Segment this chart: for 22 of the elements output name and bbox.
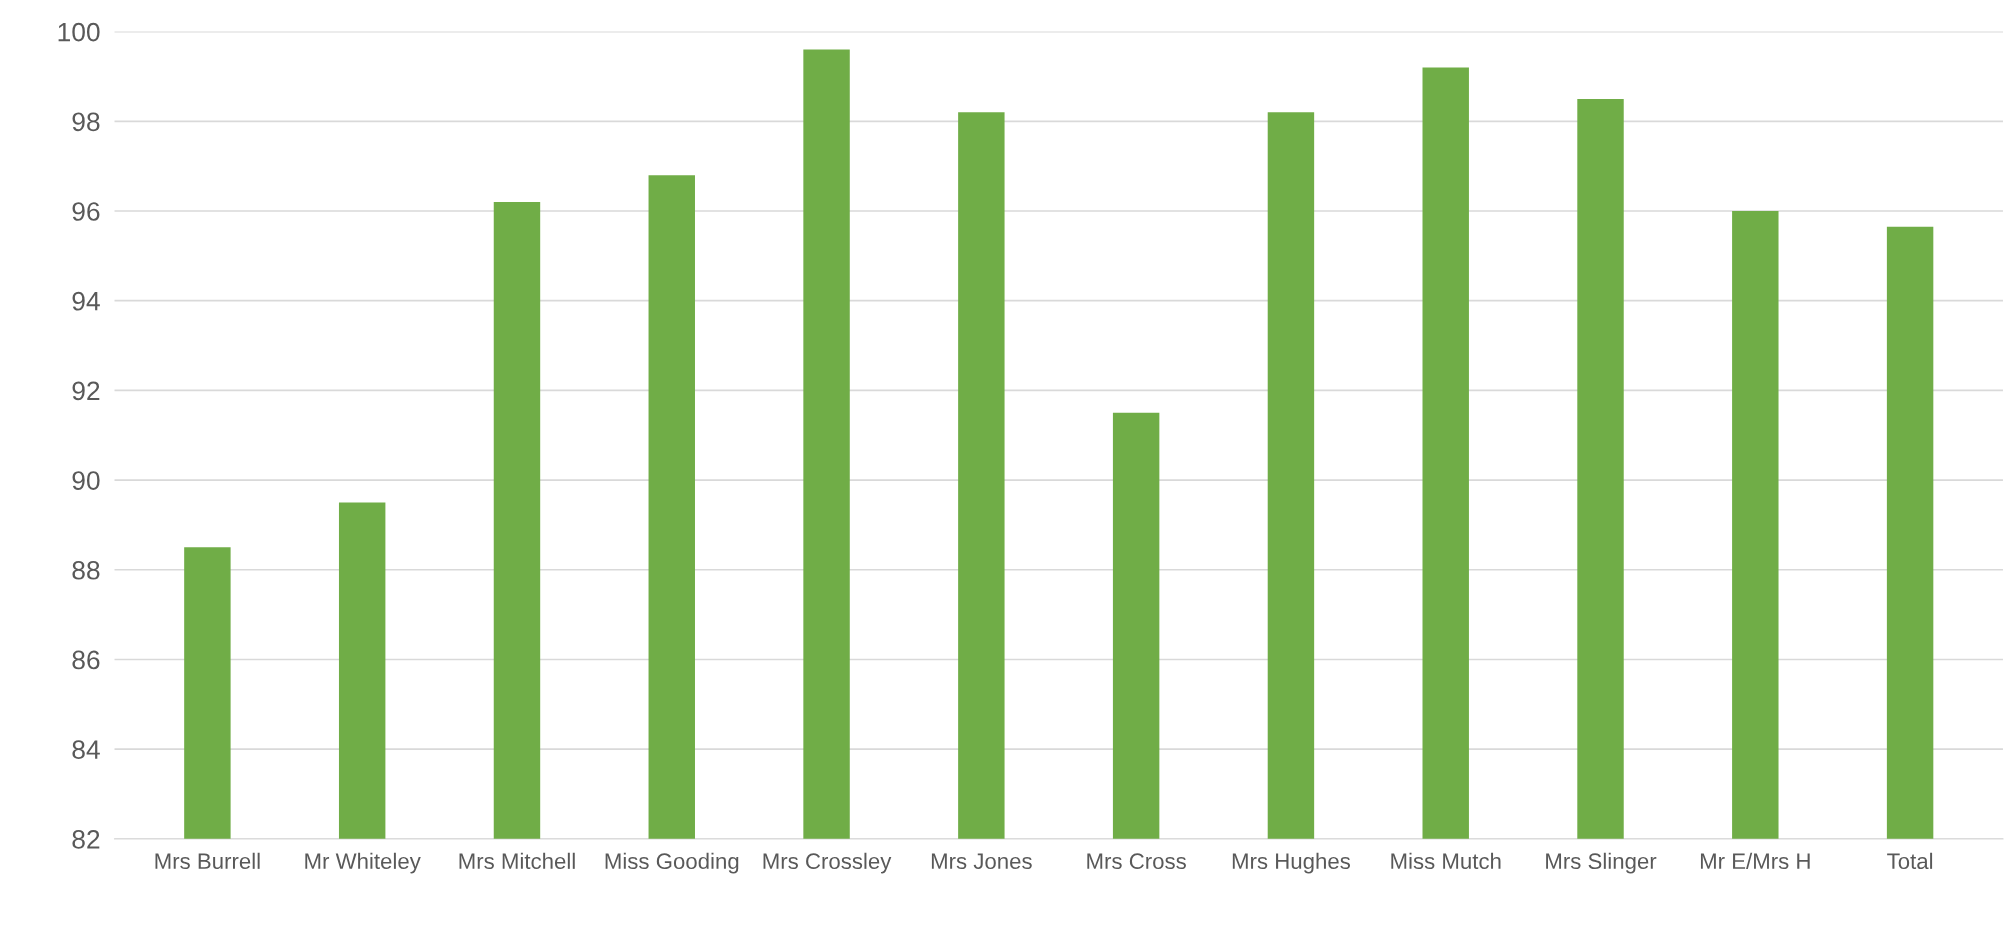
x-tick-label: Miss Gooding (605, 852, 739, 874)
x-tick-label: Mr Whiteley (305, 852, 421, 874)
x-tick-label: Mrs Mitchell (459, 852, 575, 870)
x-tick-label: Mrs Hughes (1232, 852, 1351, 874)
y-tick-label: 94 (72, 291, 100, 311)
y-tick-label: 98 (72, 112, 100, 132)
y-tick-label: 96 (72, 202, 100, 221)
x-tick-label: Mrs Slinger (1546, 852, 1657, 874)
y-tick-label: 86 (72, 650, 100, 670)
x-tick-label: Mrs Burrell (155, 852, 260, 870)
y-tick-label: 92 (72, 381, 100, 401)
x-tick-label: Mr E/Mrs H (1700, 852, 1810, 870)
y-tick-label: 88 (72, 560, 100, 580)
x-tick-label: Miss Mutch (1391, 852, 1501, 870)
y-tick-label: 82 (72, 829, 100, 849)
y-tick-label: 84 (72, 740, 100, 759)
y-tick-label: 100 (58, 22, 100, 42)
x-tick-label: Mrs Cross (1087, 853, 1186, 870)
x-tick-label: Total (1887, 852, 1933, 870)
x-tick-label: Mrs Jones (931, 853, 1032, 870)
x-tick-label: Mrs Crossley (763, 852, 892, 874)
y-tick-label: 90 (72, 471, 100, 490)
